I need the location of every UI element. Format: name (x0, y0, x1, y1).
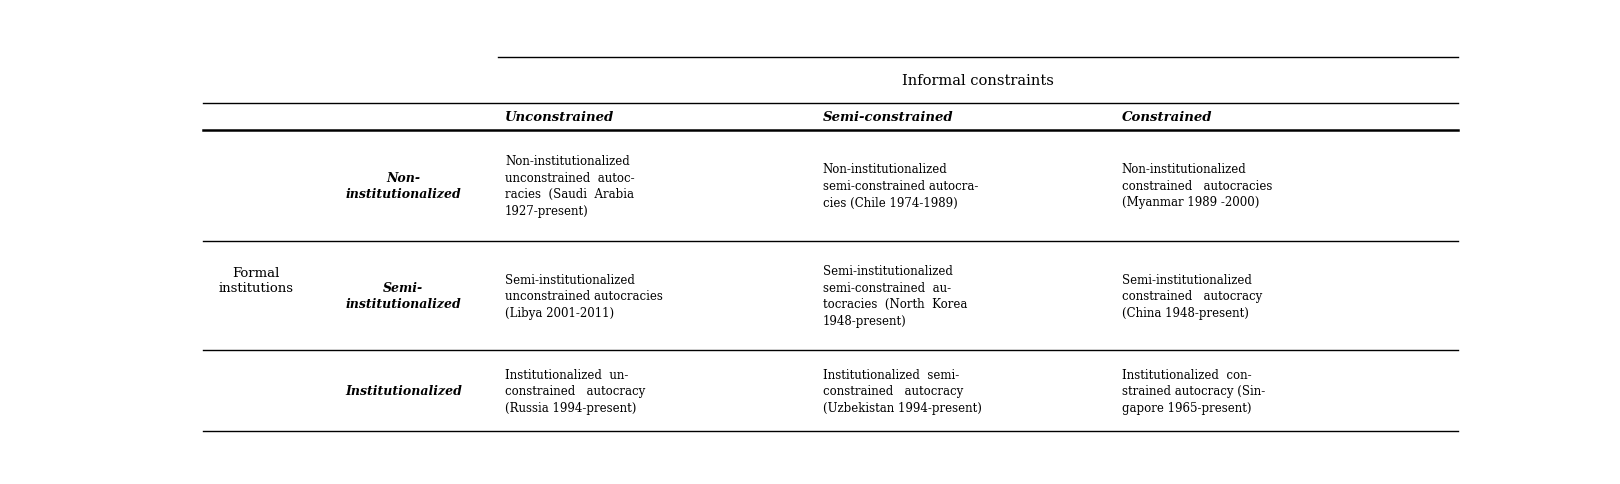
Text: Semi-
institutionalized: Semi- institutionalized (345, 281, 462, 311)
Text: Informal constraints: Informal constraints (902, 74, 1053, 88)
Text: Non-institutionalized
constrained   autocracies
(Myanmar 1989 -2000): Non-institutionalized constrained autocr… (1121, 163, 1272, 209)
Text: Institutionalized  con-
strained autocracy (Sin-
gapore 1965-present): Institutionalized con- strained autocrac… (1121, 368, 1265, 414)
Text: Institutionalized  semi-
constrained   autocracy
(Uzbekistan 1994-present): Institutionalized semi- constrained auto… (823, 368, 982, 414)
Text: Semi-institutionalized
constrained   autocracy
(China 1948-present): Semi-institutionalized constrained autoc… (1121, 273, 1262, 319)
Text: Unconstrained: Unconstrained (505, 111, 614, 123)
Text: Non-institutionalized
semi-constrained autocra-
cies (Chile 1974-1989): Non-institutionalized semi-constrained a… (823, 163, 978, 209)
Text: Semi-institutionalized
semi-constrained  au-
tocracies  (North  Korea
1948-prese: Semi-institutionalized semi-constrained … (823, 265, 967, 327)
Text: Constrained: Constrained (1121, 111, 1212, 123)
Text: Semi-constrained: Semi-constrained (823, 111, 953, 123)
Text: Formal
institutions: Formal institutions (219, 267, 293, 295)
Text: Institutionalized  un-
constrained   autocracy
(Russia 1994-present): Institutionalized un- constrained autocr… (505, 368, 645, 414)
Text: Non-institutionalized
unconstrained  autoc-
racies  (Saudi  Arabia
1927-present): Non-institutionalized unconstrained auto… (505, 155, 635, 217)
Text: Non-
institutionalized: Non- institutionalized (345, 171, 462, 201)
Text: Semi-institutionalized
unconstrained autocracies
(Libya 2001-2011): Semi-institutionalized unconstrained aut… (505, 273, 663, 319)
Text: Institutionalized: Institutionalized (345, 384, 462, 397)
